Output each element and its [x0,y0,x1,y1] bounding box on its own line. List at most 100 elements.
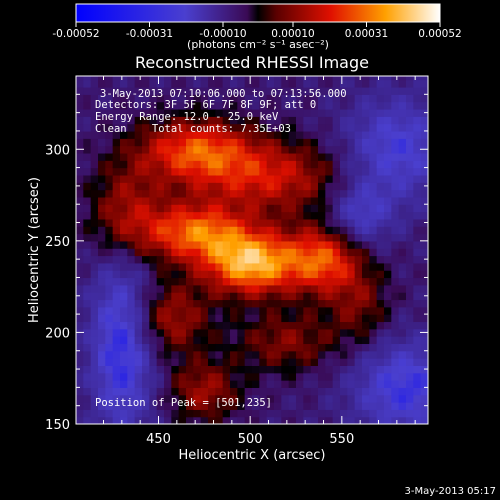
heatmap-cell [237,336,246,345]
heatmap-cell [127,416,136,424]
heatmap-cell [244,189,253,198]
heatmap-cell [237,358,246,366]
heatmap-cell [296,321,304,330]
heatmap-cell [112,314,121,323]
heatmap-cell [142,116,150,125]
heatmap-cell [171,182,180,191]
heatmap-cell [376,233,385,242]
heatmap-cell [90,248,99,257]
heatmap-cell [252,123,260,132]
heatmap-cell [215,152,224,161]
heatmap-cell [252,101,260,110]
heatmap-cell [384,284,392,293]
heatmap-cell [332,182,341,191]
heatmap-cell [318,255,326,264]
heatmap-cell [369,189,378,198]
heatmap-cell [296,336,304,345]
heatmap-cell [120,394,128,403]
heatmap-cell [164,116,172,125]
heatmap-cell [274,328,282,337]
heatmap-cell [244,248,253,257]
heatmap-cell [120,79,128,88]
heatmap-cell [296,358,304,366]
heatmap-cell [318,86,326,95]
heatmap-cell [384,94,392,103]
heatmap-cell [105,101,114,110]
heatmap-cell [178,365,187,374]
heatmap-cell [398,299,407,308]
heatmap-cell [332,152,341,161]
heatmap-cell [266,76,275,81]
heatmap-cell [303,108,312,117]
heatmap-cell [376,240,385,249]
heatmap-cell [208,416,216,424]
heatmap-cell [252,189,260,198]
heatmap-cell [237,299,246,308]
heatmap-cell [230,218,238,227]
heatmap-cell [127,145,136,154]
heatmap-cell [178,123,187,132]
heatmap-cell [83,94,92,103]
heatmap-cell [296,277,304,286]
heatmap-cell [76,79,84,88]
heatmap-cell [76,76,84,81]
heatmap-cell [325,130,334,139]
heatmap-cell [376,358,385,366]
heatmap-cell [420,277,428,286]
heatmap-cell [288,299,297,308]
heatmap-cell [296,182,304,191]
heatmap-cell [200,196,209,205]
heatmap-cell [200,387,209,396]
heatmap-cell [200,152,209,161]
heatmap-cell [310,387,319,396]
heatmap-cell [186,189,194,198]
heatmap-cell [252,277,260,286]
heatmap-cell [259,116,268,125]
heatmap-cell [222,350,231,359]
heatmap-cell [391,138,400,147]
colorbar-units: (photons cm⁻² s⁻¹ asec⁻²) [187,38,329,51]
heatmap-cell [90,196,99,205]
heatmap-cell [142,218,150,227]
heatmap-cell [83,204,92,213]
heatmap-cell [376,145,385,154]
heatmap-cell [237,328,246,337]
heatmap-cell [200,292,209,301]
heatmap-cell [208,321,216,330]
heatmap-cell [120,372,128,381]
heatmap-cell [90,218,99,227]
heatmap-cell [325,365,334,374]
heatmap-cell [98,358,106,366]
y-tick-label: 150 [45,418,70,433]
heatmap-cell [171,416,180,424]
heatmap-cell [142,226,150,235]
heatmap-cell [134,262,143,271]
heatmap-cell [76,123,84,132]
heatmap-cell [288,365,297,374]
heatmap-cell [134,108,143,117]
heatmap-cell [259,321,268,330]
heatmap-cell [215,358,224,366]
heatmap-cell [193,182,202,191]
heatmap-cell [105,343,114,352]
heatmap-cell [362,130,370,139]
heatmap-cell [193,350,202,359]
heatmap-cell [127,76,136,81]
heatmap-cell [178,380,187,388]
heatmap-cell [325,328,334,337]
heatmap-cell [259,174,268,183]
heatmap-cell [127,167,136,176]
heatmap-cell [274,284,282,293]
heatmap-cell [296,167,304,176]
heatmap-cell [252,270,260,279]
heatmap-cell [222,116,231,125]
heatmap-cell [237,123,246,132]
heatmap-cell [252,233,260,242]
heatmap-cell [296,380,304,388]
heatmap-cell [120,270,128,279]
heatmap-cell [413,226,422,235]
heatmap-cell [105,130,114,139]
heatmap-cell [237,277,246,286]
heatmap-cell [384,336,392,345]
heatmap-cell [413,416,422,424]
